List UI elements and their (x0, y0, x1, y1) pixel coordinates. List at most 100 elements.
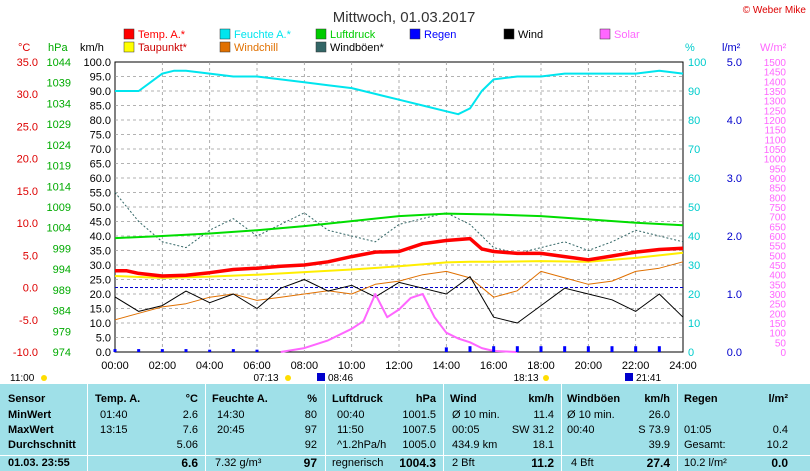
wind-tick-label: 40.0 (90, 231, 111, 243)
series-line (114, 212, 684, 240)
temp-tick-label: 20.0 (17, 154, 38, 166)
pressure-tick-label: 979 (53, 326, 71, 338)
current-temp: 6.6 (181, 456, 198, 470)
legend-swatch (123, 28, 135, 40)
legend-label: Regen (424, 29, 456, 41)
table-cell-temp-v: 5.06 (176, 439, 198, 451)
rain-tick-label: 3.0 (727, 173, 742, 185)
time-tick-label: 10:00 (338, 360, 366, 372)
humidity-tick-label: 0 (688, 347, 694, 359)
header-wind: Wind (450, 393, 477, 405)
legend-swatch (409, 28, 421, 40)
time-tick-label: 00:00 (101, 360, 129, 372)
table-cell-wind-t: 434.9 km (452, 439, 498, 451)
moonrise-icon (317, 373, 325, 381)
wind-tick-label: 50.0 (90, 202, 111, 214)
pressure-tick-label: 1029 (47, 119, 71, 131)
time-tick-label: 04:00 (196, 360, 224, 372)
humidity-tick-label: 40 (688, 231, 700, 243)
solar-tick-label: 0 (780, 348, 786, 359)
table-cell-label: Durchschnitt (8, 439, 76, 451)
legend-label: Solar (614, 29, 640, 41)
table-cell-rain-v: 10.2 (766, 439, 788, 451)
legend-label: Taupunkt* (138, 42, 188, 54)
header-humidity: Feuchte A. (212, 393, 268, 405)
humidity-tick-label: 90 (688, 86, 700, 98)
pressure-tick-label: 984 (53, 306, 71, 318)
temp-tick-label: -10.0 (13, 347, 38, 359)
temp-unit-label: °C (18, 42, 30, 54)
moonrise-label: 08:46 (328, 373, 353, 384)
header-pressure-unit: hPa (415, 393, 436, 405)
pressure-tick-label: 994 (53, 264, 71, 276)
temp-tick-label: 10.0 (17, 218, 38, 230)
current-gust: 27.4 (646, 456, 670, 470)
legend-label: Feuchte A.* (234, 29, 292, 41)
wind-tick-label: 80.0 (90, 115, 111, 127)
current-abs-humidity: 7.32 g/m³ (215, 457, 262, 469)
legend: Temp. A.* Feuchte A.* Luftdruck Regen Wind So… (123, 28, 640, 54)
header-gust: Windböen (567, 393, 621, 405)
series-line (114, 261, 684, 321)
pressure-tick-label: 1024 (47, 140, 71, 152)
wind-tick-label: 30.0 (90, 260, 111, 272)
humidity-tick-label: 10 (688, 318, 700, 330)
series-layer (113, 69, 684, 353)
time-tick-label: 24:00 (669, 360, 697, 372)
pressure-tick-label: 989 (53, 285, 71, 297)
rain-bar (137, 349, 141, 352)
header-humidity-unit: % (307, 393, 317, 405)
table-cell-hum-v: 92 (304, 439, 317, 451)
table-cell-label: MaxWert (8, 424, 54, 436)
solar-tick-label: 150 (769, 319, 786, 330)
solar-tick-label: 500 (769, 251, 786, 262)
table-cell-gust-v: 26.0 (648, 409, 670, 421)
table-cell-temp-v: 2.6 (182, 409, 198, 421)
time-tick-label: 20:00 (575, 360, 603, 372)
table-cell-temp-t: 13:15 (100, 424, 128, 436)
legend-swatch (219, 28, 231, 40)
rain-tick-label: 2.0 (727, 231, 742, 243)
solar-tick-label: 700 (769, 213, 786, 224)
table-cell-rain-t: 01:05 (684, 424, 712, 436)
current-pressure: 1004.3 (399, 456, 436, 470)
copyright-label: © Weber Mike (743, 5, 807, 16)
current-humidity: 97 (303, 456, 317, 470)
solar-tick-label: 600 (769, 232, 786, 243)
solar-tick-label: 1300 (764, 97, 787, 108)
wind-tick-label: 90.0 (90, 86, 111, 98)
sun-icon (41, 375, 47, 381)
current-label: 01.03. 23:55 (8, 457, 70, 469)
current-wind-bft: 2 Bft (452, 457, 475, 469)
rain-bar (184, 349, 188, 352)
temp-tick-label: 5.0 (23, 250, 38, 262)
current-forecast: regnerisch (332, 457, 384, 469)
sunrise-icon (285, 375, 291, 381)
solar-tick-label: 1350 (764, 87, 787, 98)
solar-tick-label: 50 (775, 338, 787, 349)
current-wind: 11.2 (531, 456, 554, 470)
table-cell-hum-v: 97 (304, 424, 317, 436)
wind-tick-label: 45.0 (90, 217, 111, 229)
temp-tick-label: -5.0 (19, 315, 38, 327)
header-gust-unit: km/h (644, 393, 670, 405)
wind-tick-label: 85.0 (90, 101, 111, 113)
wind-tick-label: 0.0 (96, 347, 111, 359)
table-cell-wind-t: 00:05 (452, 424, 480, 436)
wind-tick-label: 60.0 (90, 173, 111, 185)
solar-tick-label: 1400 (764, 77, 787, 88)
table-cell-gust-t: 00:40 (567, 424, 595, 436)
wind-tick-label: 55.0 (90, 188, 111, 200)
temp-tick-label: 15.0 (17, 186, 38, 198)
sun-moon-row: 11:00 07:13 08:46 18:13 21:41 (10, 373, 661, 384)
humidity-tick-label: 20 (688, 289, 700, 301)
rain-bar (231, 349, 235, 352)
solar-tick-label: 250 (769, 300, 786, 311)
solar-tick-label: 900 (769, 174, 786, 185)
solar-tick-label: 650 (769, 222, 786, 233)
series-line (115, 236, 684, 278)
rain-tick-label: 0.0 (727, 347, 742, 359)
wind-tick-label: 75.0 (90, 130, 111, 142)
wind-tick-label: 95.0 (90, 72, 111, 84)
pressure-unit-label: hPa (48, 42, 68, 54)
